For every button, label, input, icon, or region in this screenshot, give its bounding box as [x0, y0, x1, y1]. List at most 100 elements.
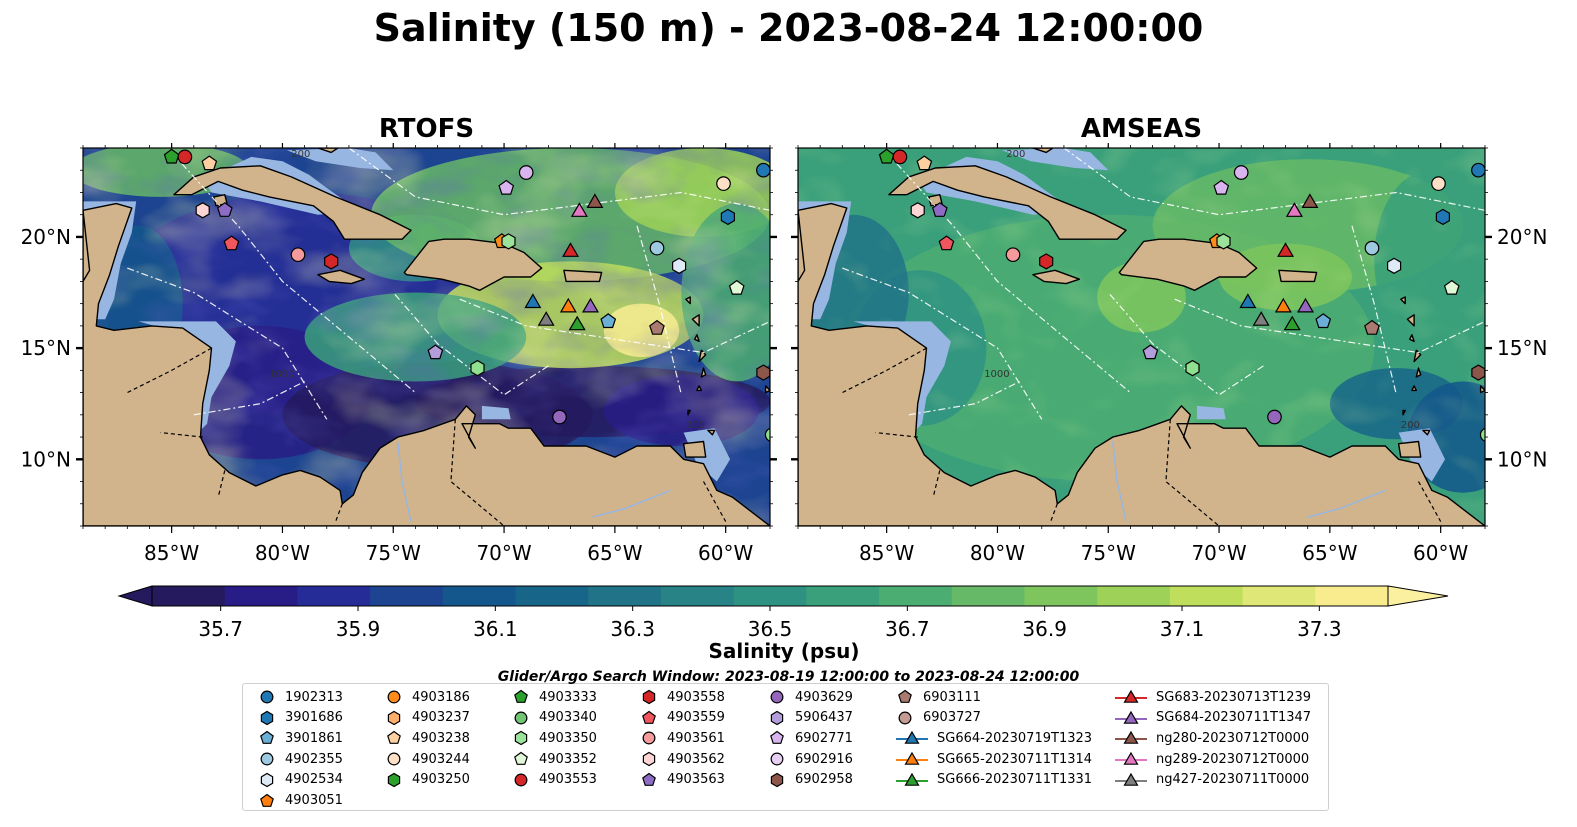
figure-title: Salinity (150 m) - 2023-08-24 12:00:00	[373, 6, 1204, 50]
ytick-label: 15°N	[1497, 336, 1547, 360]
legend-label: SG683-20230713T1239	[1156, 689, 1312, 705]
marker-ng427-20230711T0000	[1252, 311, 1270, 326]
land-smallant6	[1411, 385, 1418, 392]
legend-entry: 3901686	[257, 708, 343, 728]
land-smallant2	[691, 314, 700, 327]
marker-SG666-20230711T1331	[568, 315, 586, 331]
legend-label: 4903340	[539, 710, 597, 726]
land-nosouthedge	[1479, 385, 1485, 394]
colorbar-tick-label: 36.5	[748, 617, 793, 640]
map-frame	[82, 147, 771, 527]
legend-label: 3901861	[285, 730, 343, 746]
marker-4903563	[642, 772, 656, 786]
marker-4902534	[671, 257, 687, 274]
xtick-label: 70°W	[1191, 541, 1246, 565]
land-jamaica	[1032, 269, 1081, 285]
legend-entry: 4903237	[384, 708, 470, 728]
marker-4903629	[770, 690, 784, 704]
marker-6903111	[898, 689, 912, 703]
legend-label: ng280-20230712T0000	[1156, 730, 1310, 746]
country-border	[1165, 419, 1220, 526]
river	[396, 441, 412, 522]
colorbar-tick-label: 35.9	[336, 617, 381, 640]
legend-symbol	[642, 710, 656, 724]
land-nosouthedge	[764, 385, 770, 394]
marker-4903340b	[1479, 427, 1485, 442]
marker-4903340	[1185, 359, 1200, 377]
colorbar-extend-low	[117, 585, 153, 607]
legend-label: 4902534	[285, 772, 343, 788]
legend-entry: 4903340	[511, 708, 597, 728]
eez-boundary	[193, 380, 305, 416]
land-smallant3	[1408, 334, 1415, 343]
legend-entry: 4903250	[384, 770, 470, 790]
legend-entry: 6902916	[767, 749, 853, 769]
legend-symbol	[1115, 772, 1147, 786]
colorbar-bin	[588, 586, 662, 606]
ytick-label: 15°N	[21, 336, 71, 360]
legend-symbol	[770, 690, 784, 704]
legend-entry: 1902313	[257, 687, 343, 707]
eez-boundary	[908, 380, 1020, 416]
marker-4903553	[177, 149, 193, 165]
legend-entry: 4903553	[511, 770, 597, 790]
marker-SG684-20230711T1347	[581, 297, 600, 313]
marker-6902771	[770, 731, 784, 745]
legend-entry: SG664-20230719T1323	[895, 728, 1092, 748]
shelf-area	[481, 405, 511, 420]
colorbar-bin	[806, 586, 880, 606]
legend-entry: SG665-20230711T1314	[895, 749, 1092, 769]
legend-symbol	[896, 731, 928, 745]
legend-label: 4903563	[667, 772, 725, 788]
colorbar-tick-label: 35.7	[198, 617, 243, 640]
marker-4903350	[1216, 233, 1231, 250]
legend-label: 1902313	[285, 689, 343, 705]
shelf-area	[1001, 148, 1109, 171]
legend-entry: SG666-20230711T1331	[895, 770, 1092, 790]
river	[592, 489, 671, 518]
marker-4903051	[260, 793, 274, 807]
country-border	[932, 470, 941, 498]
marker-5906437	[427, 344, 444, 360]
marker-1902313	[260, 690, 274, 704]
country-border	[875, 432, 918, 438]
xtick-label: 60°W	[1413, 541, 1468, 565]
shelf-area	[683, 428, 731, 482]
land-smallant1	[685, 296, 691, 305]
land-ywest	[798, 209, 806, 283]
legend-entry: 4903562	[639, 749, 725, 769]
legend-symbol	[770, 710, 784, 725]
ytick-label: 20°N	[1497, 225, 1547, 249]
legend-label: 4903553	[539, 772, 597, 788]
legend-symbol	[260, 752, 274, 766]
colorbar-tick-label: 36.3	[610, 617, 655, 640]
marker-4903559	[223, 235, 240, 251]
marker-SG666-20230711T1331	[904, 772, 920, 786]
marker-3901686	[1435, 208, 1451, 226]
colorbar-bin	[733, 586, 807, 606]
marker-4903562	[195, 202, 210, 219]
legend-symbol	[770, 731, 784, 745]
marker-4903629	[1267, 409, 1282, 425]
land-centralam	[83, 202, 770, 526]
land-trinidad2	[707, 429, 716, 436]
colorbar-bin	[1315, 586, 1389, 606]
legend-symbol	[770, 772, 784, 787]
contour-label: 200	[291, 149, 310, 160]
marker-4903561	[642, 731, 656, 745]
legend-entry: 4903238	[384, 728, 470, 748]
marker-4903559	[938, 235, 955, 251]
legend-entry: 4903559	[639, 708, 725, 728]
legend-symbol	[260, 793, 274, 807]
legend-symbol	[1115, 689, 1147, 703]
marker-legend: 1902313 3901686 3901861 4902355 4902534 49030…	[242, 683, 1329, 811]
map-panels: 1000 200 200 85°W 80°W 75°W 70°W 65°W 60°W 10°N 15…	[21, 143, 1547, 565]
marker-6903111	[1364, 319, 1380, 335]
colorbar-tick-label: 37.3	[1297, 617, 1342, 640]
legend-symbol	[260, 710, 274, 725]
marker-4903340	[514, 711, 528, 725]
colorbar-tick-label: 36.7	[885, 617, 930, 640]
legend-label: SG666-20230711T1331	[937, 772, 1093, 788]
marker-SG666-20230711T1331	[1283, 315, 1301, 331]
marker-4903558	[324, 253, 339, 270]
